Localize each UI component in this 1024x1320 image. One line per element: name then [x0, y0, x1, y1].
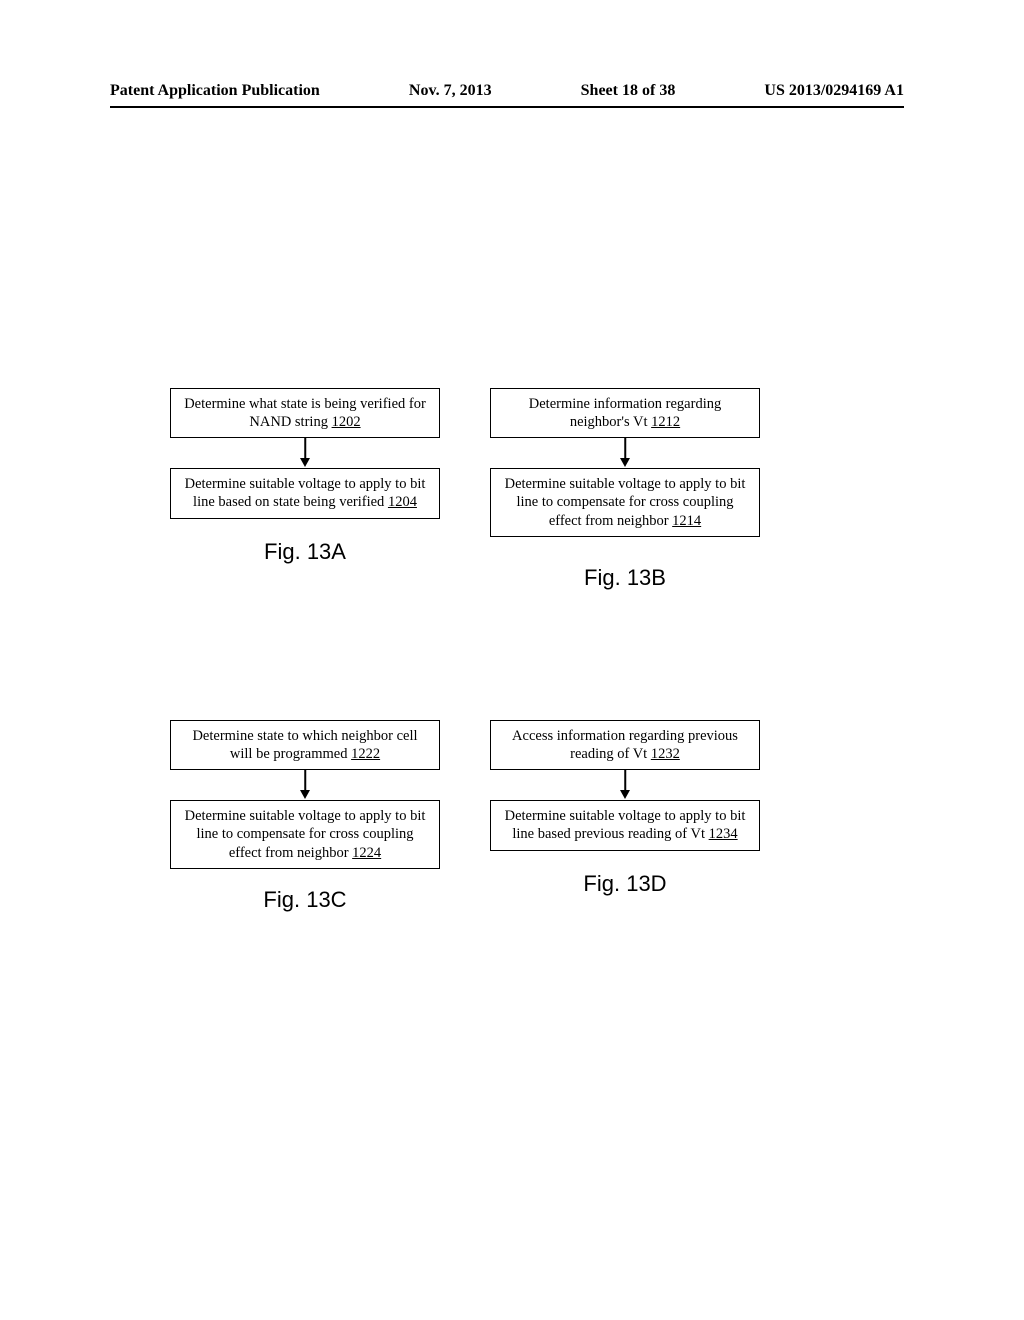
box-text: Access information regarding previous re… — [512, 728, 738, 762]
flowchart-box: Determine suitable voltage to apply to b… — [490, 800, 760, 850]
flowchart-arrow — [490, 770, 760, 800]
box-text: Determine suitable voltage to apply to b… — [185, 808, 426, 860]
figure-caption: Fig. 13C — [170, 887, 440, 913]
figure-caption: Fig. 13B — [490, 565, 760, 591]
arrow-head-icon — [620, 458, 630, 467]
flowchart-box: Determine what state is being verified f… — [170, 388, 440, 438]
box-text: Determine suitable voltage to apply to b… — [505, 476, 746, 528]
arrow-shaft — [304, 438, 306, 460]
flowchart-arrow — [170, 438, 440, 468]
publication-label: Patent Application Publication — [110, 82, 320, 100]
box-text: Determine state to which neighbor cell w… — [192, 728, 417, 762]
publication-number: US 2013/0294169 A1 — [764, 82, 904, 100]
box-text: Determine what state is being verified f… — [184, 396, 426, 430]
box-ref: 1224 — [352, 845, 381, 861]
page-header: Patent Application Publication Nov. 7, 2… — [110, 82, 904, 108]
arrow-head-icon — [300, 790, 310, 799]
arrow-shaft — [304, 770, 306, 792]
flowchart-arrow — [170, 770, 440, 800]
flowchart-arrow — [490, 438, 760, 468]
box-ref: 1212 — [651, 414, 680, 430]
box-ref: 1204 — [388, 494, 417, 510]
box-ref: 1232 — [651, 746, 680, 762]
flowchart-box: Determine suitable voltage to apply to b… — [170, 800, 440, 868]
flowchart-box: Access information regarding previous re… — [490, 720, 760, 770]
flowchart-box: Determine information regarding neighbor… — [490, 388, 760, 438]
box-ref: 1222 — [351, 746, 380, 762]
box-ref: 1234 — [709, 826, 738, 842]
flowchart-box: Determine state to which neighbor cell w… — [170, 720, 440, 770]
flowchart-box: Determine suitable voltage to apply to b… — [170, 468, 440, 518]
arrow-head-icon — [300, 458, 310, 467]
patent-page: Patent Application Publication Nov. 7, 2… — [0, 0, 1024, 1320]
figure-caption: Fig. 13A — [170, 539, 440, 565]
box-ref: 1214 — [672, 513, 701, 529]
publication-date: Nov. 7, 2013 — [409, 82, 492, 100]
box-text: Determine information regarding neighbor… — [529, 396, 721, 430]
figure-caption: Fig. 13D — [490, 871, 760, 897]
arrow-shaft — [624, 438, 626, 460]
figure-13a: Determine what state is being verified f… — [170, 388, 440, 565]
arrow-head-icon — [620, 790, 630, 799]
box-ref: 1202 — [332, 414, 361, 430]
sheet-number: Sheet 18 of 38 — [581, 82, 676, 100]
flowchart-box: Determine suitable voltage to apply to b… — [490, 468, 760, 536]
figure-13c: Determine state to which neighbor cell w… — [170, 720, 440, 913]
figure-13b: Determine information regarding neighbor… — [490, 388, 760, 591]
arrow-shaft — [624, 770, 626, 792]
figure-13d: Access information regarding previous re… — [490, 720, 760, 897]
